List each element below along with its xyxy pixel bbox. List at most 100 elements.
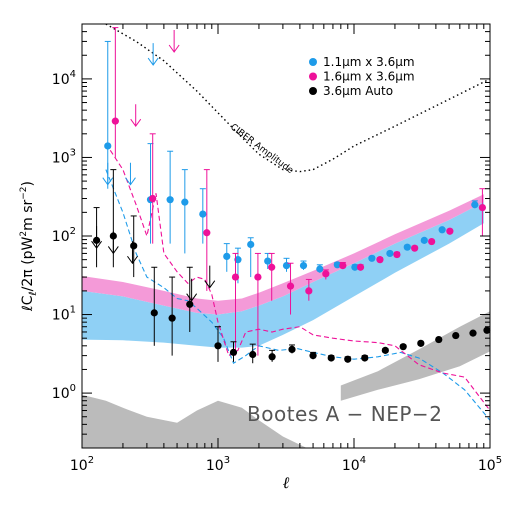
ciber-line [105, 24, 490, 173]
data-point [322, 270, 330, 278]
upper-limit-arrow [186, 278, 198, 302]
y-tick-exp: 4 [70, 69, 76, 80]
data-point [339, 261, 347, 270]
data-point [234, 256, 242, 264]
data-point [309, 352, 317, 360]
legend-label: 3.6μm Auto [323, 84, 393, 98]
data-point [223, 252, 231, 260]
data-point [282, 261, 291, 270]
data-point [203, 229, 211, 237]
gray-lower-band [82, 394, 307, 448]
y-axis-exp-2: 2 [19, 231, 29, 237]
y-tick-exp: 1 [70, 305, 76, 316]
data-point [254, 273, 262, 281]
data-point [299, 261, 308, 270]
data-point [386, 249, 394, 258]
data-point [446, 227, 454, 235]
x-tick-exp: 4 [360, 455, 366, 466]
data-point [268, 263, 276, 271]
data-point [435, 335, 443, 344]
y-tick-label: 101 [52, 305, 76, 324]
data-point [351, 263, 359, 271]
data-point [452, 331, 460, 340]
x-tick-base: 10 [342, 458, 360, 474]
x-tick-base: 10 [206, 458, 224, 474]
data-point [264, 257, 272, 265]
data-point [368, 254, 376, 262]
data-point [471, 201, 479, 209]
y-tick-exp: 2 [70, 226, 76, 237]
data-point [199, 210, 207, 218]
data-point [249, 350, 257, 359]
x-tick-base: 10 [478, 458, 496, 474]
data-point [104, 142, 112, 150]
data-point [247, 240, 255, 249]
legend-marker [309, 58, 317, 66]
data-point [411, 244, 419, 252]
data-point [361, 354, 369, 362]
legend-label: 1.1μm x 3.6μm [323, 55, 415, 69]
blue-band [82, 202, 484, 348]
y-tick-label: 102 [52, 226, 76, 245]
data-point [376, 256, 384, 264]
y-tick-exp: 0 [70, 383, 76, 394]
data-point [286, 282, 295, 290]
data-point [149, 194, 157, 203]
x-tick-label: 102 [70, 455, 94, 474]
x-tick-base: 10 [70, 458, 88, 474]
x-tick-label: 105 [478, 455, 502, 474]
data-point [214, 342, 222, 350]
y-axis-label-sub: ℓ [28, 291, 39, 295]
y-axis-exp-minus2: −2 [19, 186, 29, 199]
upper-limit-arrow [168, 30, 180, 53]
data-point [229, 348, 238, 356]
y-tick-label: 104 [52, 69, 76, 88]
upper-limit-arrow [107, 231, 119, 255]
y-tick-base: 10 [52, 72, 70, 88]
x-tick-exp: 2 [88, 455, 94, 466]
data-point [231, 273, 240, 281]
data-point [186, 300, 194, 308]
y-tick-base: 10 [52, 386, 70, 402]
y-tick-label: 103 [52, 147, 76, 166]
upper-limit-arrow [127, 241, 138, 265]
data-point [168, 314, 176, 322]
data-point [478, 203, 487, 212]
data-point [438, 226, 446, 234]
x-axis-label: ℓ [283, 473, 290, 492]
upper-limit-arrow [130, 104, 142, 128]
data-point [356, 263, 365, 271]
data-point [111, 117, 119, 125]
data-point [399, 343, 407, 351]
data-point [344, 355, 352, 363]
legend-marker [309, 72, 317, 81]
data-point [327, 354, 335, 362]
data-point [130, 242, 138, 250]
x-tick-exp: 5 [496, 455, 502, 466]
data-point [181, 198, 189, 206]
y-axis-label-units: m sr [20, 199, 36, 230]
data-point [316, 265, 324, 273]
y-axis-label-main: ℓC [20, 295, 36, 312]
legend-marker [309, 87, 317, 95]
y-tick-label: 100 [52, 383, 76, 402]
y-tick-base: 10 [52, 150, 70, 166]
y-axis-label-rest: /2π (pW [20, 236, 36, 291]
data-point [393, 250, 401, 259]
pink-band [82, 194, 484, 315]
data-point [381, 346, 389, 354]
data-point [428, 237, 436, 246]
upper-limit-arrow [102, 162, 114, 186]
data-point [417, 339, 425, 347]
data-point [166, 196, 174, 204]
x-tick-exp: 3 [224, 455, 230, 466]
upper-limit-arrow [125, 162, 136, 186]
data-point [483, 326, 491, 334]
data-point [333, 261, 341, 269]
data-points [91, 27, 491, 364]
data-point [268, 353, 276, 361]
x-tick-label: 104 [342, 455, 366, 474]
